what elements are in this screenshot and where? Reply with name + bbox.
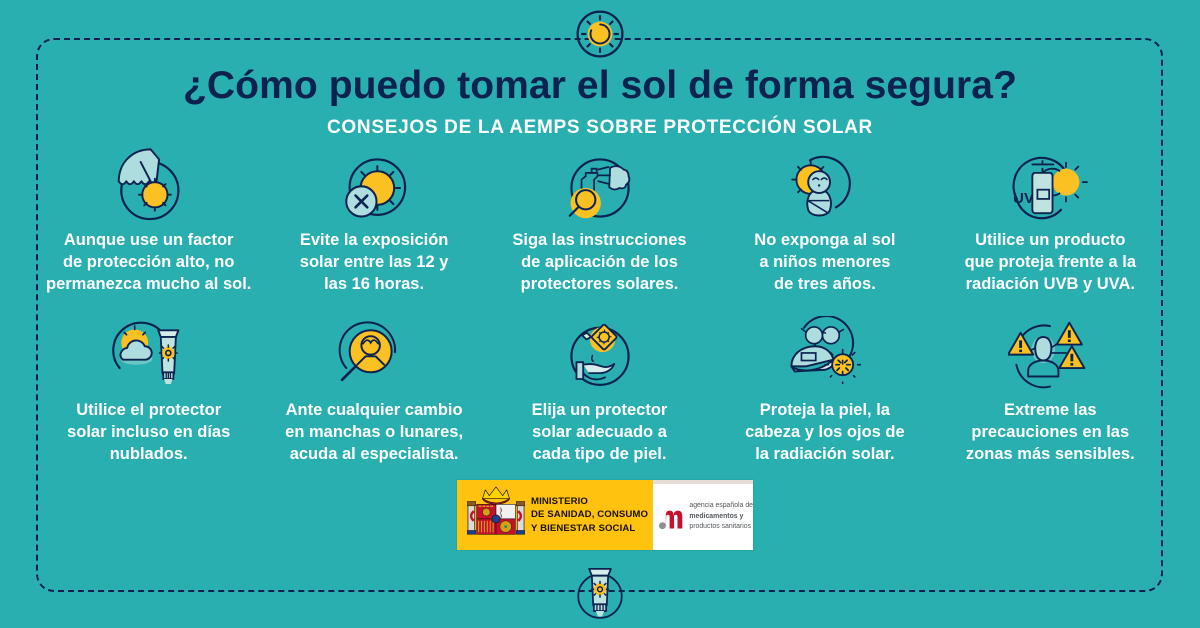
svg-text:UV: UV (1013, 190, 1034, 207)
